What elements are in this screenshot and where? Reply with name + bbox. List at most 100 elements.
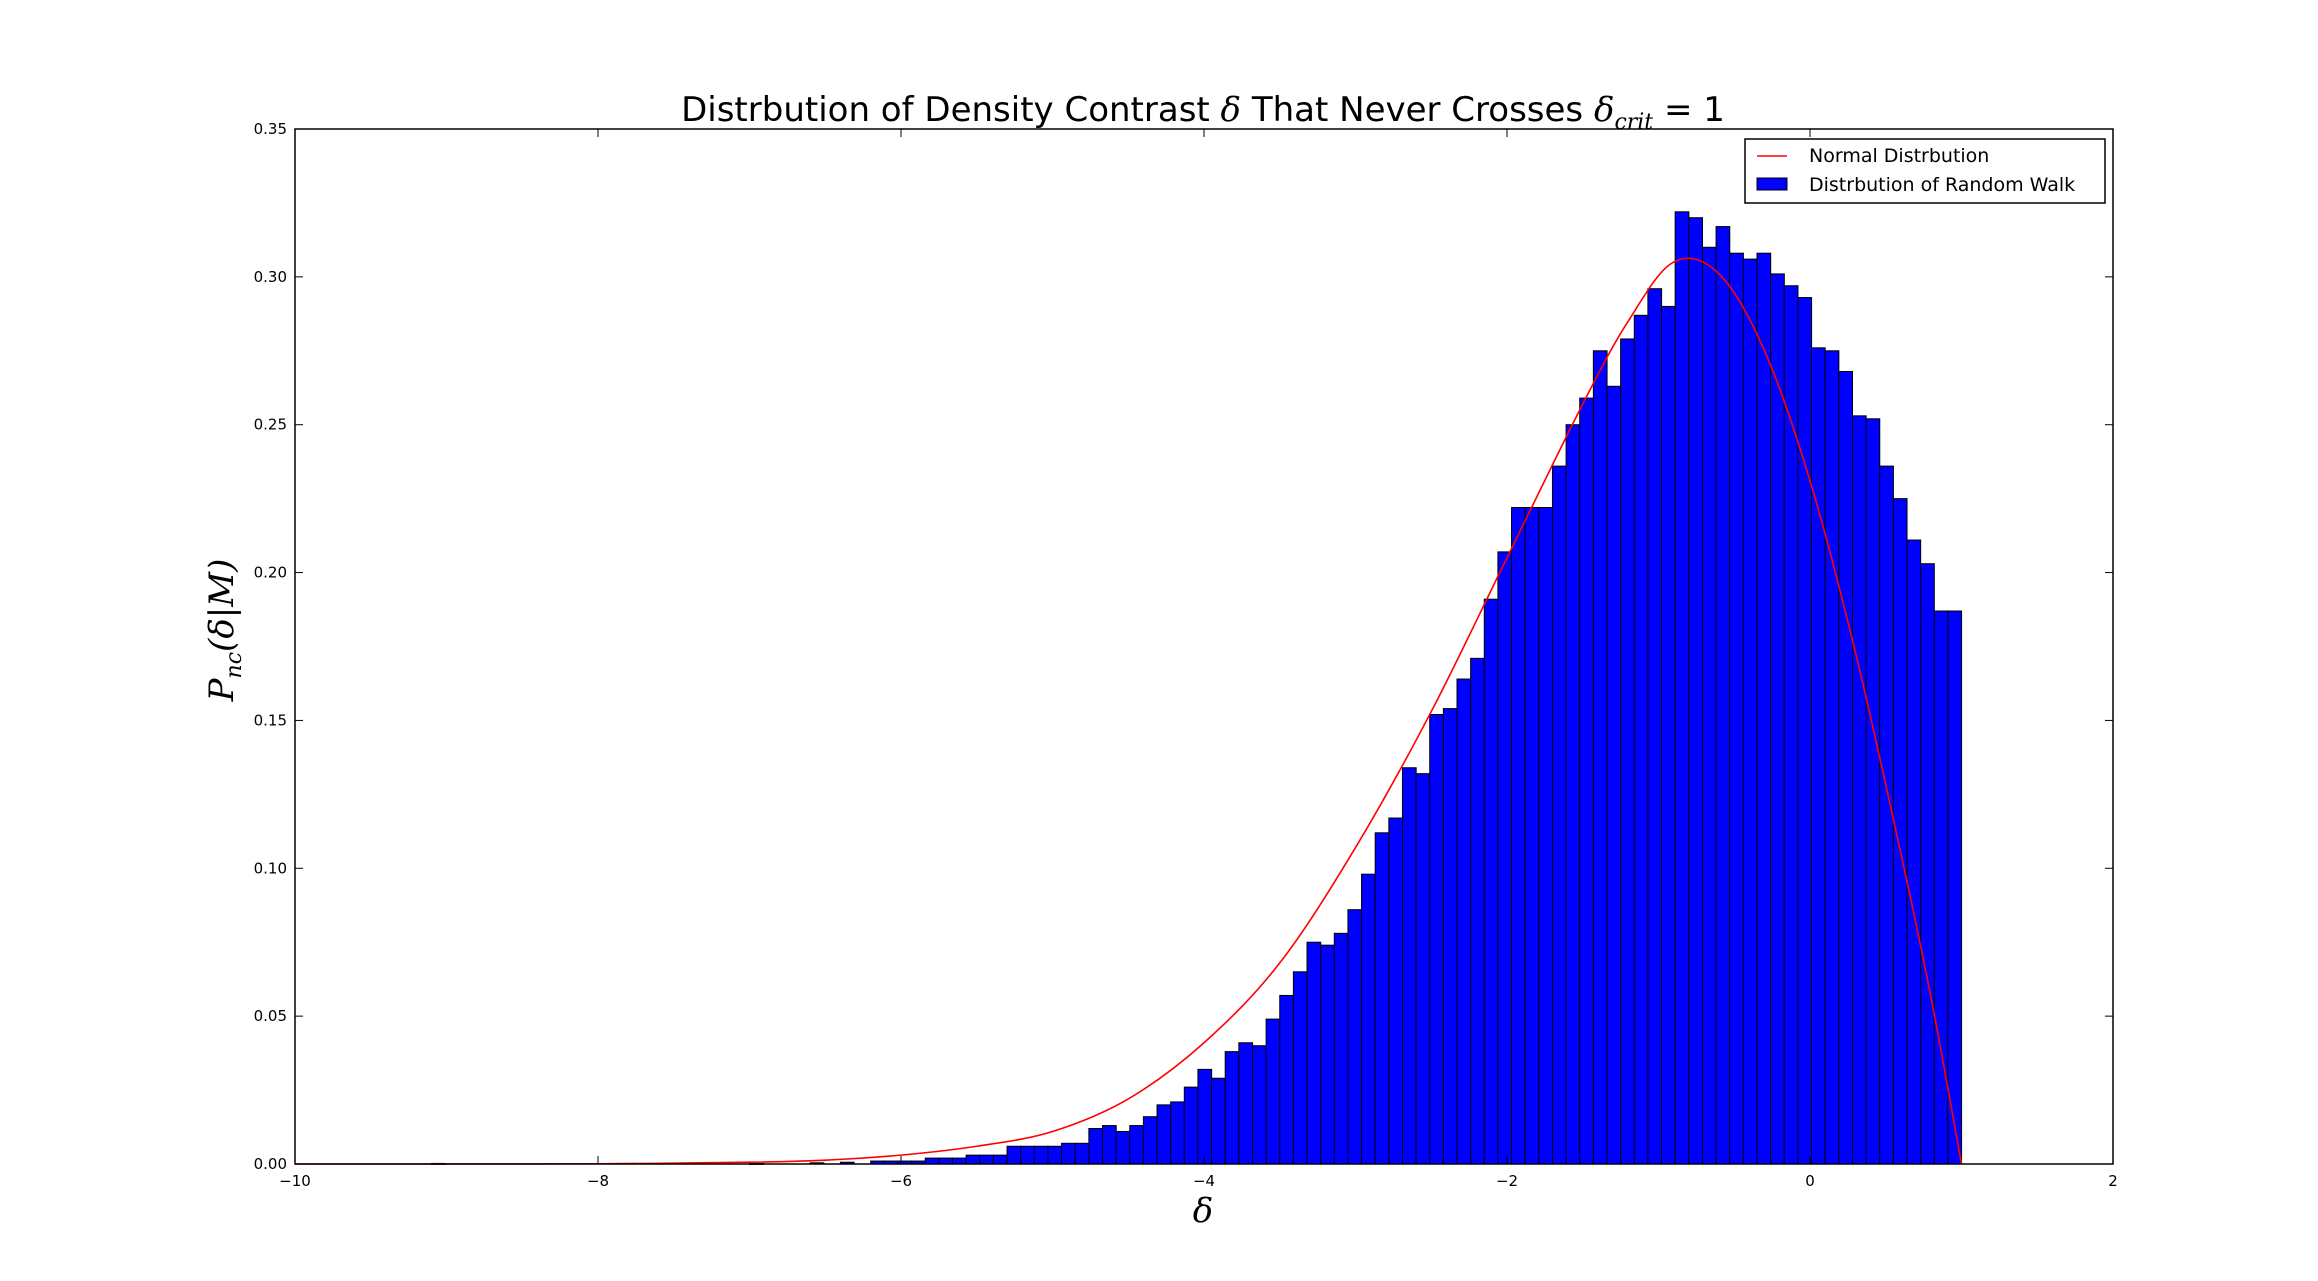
legend-bar-swatch xyxy=(1756,177,1788,191)
x-tick-label: 0 xyxy=(1805,1172,1815,1190)
chart-title: Distrbution of Density Contrast δ That N… xyxy=(681,90,1725,135)
histogram-bar xyxy=(1401,767,1417,1165)
normal-distribution-curve xyxy=(294,257,1963,1165)
histogram-bar xyxy=(1047,1145,1063,1165)
legend: Normal Distrbution Distrbution of Random… xyxy=(1744,138,2106,204)
histogram-bar xyxy=(1770,273,1785,1165)
histogram-bar xyxy=(1783,285,1799,1165)
histogram-bar xyxy=(1115,1130,1131,1165)
title-delta-crit: δ xyxy=(1594,90,1614,130)
histogram-bar xyxy=(1551,465,1567,1165)
title-prefix: Distrbution of Density Contrast xyxy=(681,90,1220,130)
histogram-bars xyxy=(430,211,1963,1165)
histogram-bar xyxy=(1838,370,1853,1165)
y-tick-label: 0.10 xyxy=(254,859,287,877)
y-tick-label: 0.00 xyxy=(254,1155,287,1173)
legend-entry-normal: Normal Distrbution xyxy=(1809,145,1989,167)
x-tick-label: −4 xyxy=(1193,1172,1215,1190)
x-tick-label: 2 xyxy=(2108,1172,2118,1190)
histogram-bar xyxy=(1320,944,1335,1165)
histogram-bar xyxy=(1429,714,1444,1165)
histogram-bar xyxy=(1020,1145,1035,1165)
y-label-rest: (δ|M) xyxy=(202,559,242,652)
histogram-bar xyxy=(1061,1142,1076,1165)
y-axis-label: Pnc(δ|M) xyxy=(202,559,247,703)
histogram-bar xyxy=(1674,211,1690,1165)
histogram-bar xyxy=(1715,226,1731,1165)
histogram-bar xyxy=(1101,1125,1117,1165)
x-axis-label: δ xyxy=(1193,1191,1213,1231)
x-tick-label: −8 xyxy=(587,1172,609,1190)
histogram-bar xyxy=(1579,397,1594,1165)
histogram-bar xyxy=(1129,1125,1144,1165)
y-label-subscript: nc xyxy=(222,652,247,679)
histogram-bar xyxy=(1661,305,1676,1165)
histogram-bar xyxy=(1347,909,1363,1165)
histogram-bar xyxy=(1333,932,1349,1165)
histogram-bar xyxy=(965,1154,981,1165)
histogram-bar xyxy=(924,1157,940,1165)
x-tick-label: −2 xyxy=(1496,1172,1518,1190)
histogram-bar xyxy=(1211,1077,1226,1165)
histogram-bar xyxy=(1797,297,1813,1165)
histogram-bar xyxy=(1224,1051,1240,1165)
histogram-bar xyxy=(1865,418,1881,1165)
histogram-bar xyxy=(938,1157,954,1165)
histogram-bar xyxy=(1006,1145,1022,1165)
histogram-bar xyxy=(1074,1142,1090,1165)
legend-entry-random-walk: Distrbution of Random Walk xyxy=(1809,174,2075,196)
histogram-bar xyxy=(1415,773,1431,1165)
histogram-bar xyxy=(1470,657,1485,1165)
histogram-bar xyxy=(1701,246,1717,1165)
histogram-bar xyxy=(1306,941,1322,1165)
x-tick-label: −6 xyxy=(890,1172,912,1190)
histogram-bar xyxy=(992,1154,1008,1165)
title-suffix: = 1 xyxy=(1653,90,1725,130)
title-middle: That Never Crosses xyxy=(1241,90,1594,130)
histogram-bar xyxy=(1742,258,1758,1165)
title-crit-subscript: crit xyxy=(1614,110,1653,135)
histogram-bar xyxy=(952,1157,967,1165)
histogram-bar xyxy=(1456,678,1472,1165)
histogram-bar xyxy=(1388,817,1404,1165)
y-tick-label: 0.35 xyxy=(254,120,287,138)
histogram-bar xyxy=(1538,507,1554,1165)
histogram-bar xyxy=(1170,1101,1185,1165)
histogram-bar xyxy=(1251,1045,1267,1165)
histogram-bar xyxy=(1511,507,1526,1165)
histogram-bar xyxy=(1142,1116,1158,1165)
y-tick-label: 0.20 xyxy=(254,564,287,582)
histogram-bar xyxy=(1238,1042,1254,1165)
histogram-bar xyxy=(1851,415,1867,1165)
histogram-bar xyxy=(1524,507,1540,1165)
histogram-bar xyxy=(1824,350,1840,1165)
y-tick-label: 0.25 xyxy=(254,416,287,434)
histogram-bar xyxy=(1633,314,1649,1165)
y-tick-label: 0.30 xyxy=(254,268,287,286)
histogram-bar xyxy=(1279,994,1294,1165)
histogram-bar xyxy=(1565,424,1581,1165)
y-tick-label: 0.05 xyxy=(254,1007,287,1025)
histogram-bar xyxy=(1292,971,1308,1165)
histogram-bar xyxy=(1088,1128,1104,1165)
histogram-bar xyxy=(1647,288,1663,1165)
histogram-bar xyxy=(1592,350,1608,1165)
histogram-bar xyxy=(1620,338,1635,1165)
histogram-bar xyxy=(1483,598,1499,1165)
histogram-bar xyxy=(1811,347,1826,1165)
axes: −10 −8 −6 −4 −2 0 2 0.00 0.05 0.10 0.15 0.20 0.25 0.3… xyxy=(254,120,2118,1190)
histogram-bar xyxy=(1442,708,1458,1165)
histogram-bar xyxy=(1879,465,1894,1165)
x-tick-label: −10 xyxy=(279,1172,311,1190)
histogram-bar xyxy=(1947,610,1963,1165)
histogram-bar xyxy=(1756,252,1772,1165)
title-delta: δ xyxy=(1221,90,1241,130)
histogram-bar xyxy=(1497,551,1513,1165)
histogram-bar xyxy=(1265,1018,1281,1165)
histogram-bar xyxy=(1606,385,1622,1165)
histogram-bar xyxy=(1920,563,1935,1165)
histogram-bar xyxy=(1156,1104,1172,1165)
histogram-bar xyxy=(1183,1086,1199,1165)
